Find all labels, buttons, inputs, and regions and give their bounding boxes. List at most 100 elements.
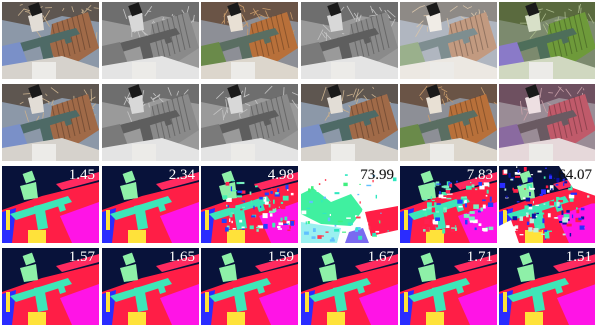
flow-noise: [239, 219, 243, 223]
flow-noise: [523, 166, 527, 172]
panel-graphic: [400, 166, 497, 243]
flow-noise: [469, 220, 476, 223]
flow-noise: [477, 210, 482, 213]
flow-noise: [483, 229, 488, 232]
photo-twig: [372, 86, 375, 90]
flow-noise: [466, 185, 472, 190]
photo-grass: [400, 124, 426, 150]
flow-chair-top: [122, 170, 136, 184]
flow-chair-top: [321, 252, 335, 266]
photo-crate: [148, 12, 199, 68]
flow-noise: [543, 203, 546, 205]
photo-twig: [466, 6, 473, 10]
flow-noise: [262, 213, 268, 219]
photo-block: [529, 144, 553, 161]
flow-post: [6, 210, 10, 230]
photo-block: [430, 144, 454, 161]
flow-post: [503, 210, 507, 230]
flow-noise: [514, 172, 521, 175]
flow-noise: [435, 210, 439, 213]
flow-noise: [446, 193, 453, 195]
flow-ground-magenta: [458, 284, 497, 325]
flow-noise: [344, 174, 348, 176]
photo-crate: [347, 94, 398, 150]
flow-block: [525, 312, 543, 325]
photo-chair-top: [525, 2, 540, 17]
flow-noise: [259, 196, 263, 200]
flow-noise: [424, 212, 428, 217]
flow-noise: [464, 199, 467, 204]
flow-block: [227, 312, 245, 325]
photo-twig: [171, 13, 174, 17]
photo-plane-wing: [337, 118, 353, 144]
flow-noise: [562, 233, 566, 236]
flow-noise: [548, 175, 553, 179]
flow-noise: [516, 201, 520, 203]
flow-panel-r3-c3: 4.98: [201, 166, 298, 243]
photo-twig: [152, 93, 161, 101]
flow-noise: [287, 223, 290, 225]
flow-panel-r3-c2: 2.34: [102, 166, 199, 243]
flow-noise: [553, 217, 558, 219]
photo-crate-slat: [81, 13, 91, 49]
flow-noise: [431, 199, 435, 202]
flow-plane-wing: [531, 286, 545, 312]
photo-plane-tail: [361, 30, 371, 44]
flow-noise: [550, 188, 553, 191]
flow-plane-tail: [156, 280, 166, 294]
flow-crate-edge: [156, 254, 199, 272]
photo-crate-slat: [176, 14, 186, 51]
flow-noise: [307, 221, 310, 224]
flow-noise: [424, 219, 430, 224]
flow-noise: [447, 209, 451, 212]
flow-noise: [587, 195, 590, 198]
photo-plane-wing: [337, 36, 353, 62]
flow-noise: [435, 181, 440, 186]
photo-twig: [355, 12, 359, 22]
flow-block: [128, 230, 146, 243]
flow-noise: [436, 203, 441, 205]
flow-plane-tail: [355, 280, 365, 294]
photo-crate-slat: [449, 105, 459, 143]
flow-noise: [379, 220, 381, 224]
photo-twig: [540, 13, 547, 22]
flow-block: [227, 230, 245, 243]
panel-graphic: [301, 166, 398, 243]
flow-noise: [569, 233, 572, 237]
flow-noise: [372, 235, 377, 237]
flow-noise: [225, 227, 229, 232]
photo-twig: [50, 87, 59, 94]
photo-plane-tail: [62, 112, 72, 126]
panel-graphic: [499, 84, 595, 161]
flow-chair: [20, 264, 38, 282]
flow-noise: [231, 180, 236, 182]
flow-noise: [525, 197, 531, 202]
flow-noise: [263, 196, 267, 202]
flow-noise: [290, 192, 294, 196]
flow-post: [6, 292, 10, 312]
flow-noise: [278, 222, 284, 226]
flow-chair: [517, 264, 535, 282]
flow-noise: [422, 209, 427, 211]
error-score-label: 64.07: [558, 167, 592, 183]
flow-panel-r4-c3: 1.59: [201, 248, 298, 325]
image-panel-r1-c5: [400, 2, 497, 79]
flow-chair-top: [420, 170, 434, 184]
photo-twig: [249, 9, 259, 15]
flow-noise: [269, 200, 271, 204]
photo-plane-wing: [535, 118, 551, 144]
flow-noise: [310, 186, 314, 190]
flow-noise: [287, 188, 289, 191]
photo-crate-slat: [151, 23, 161, 61]
flow-noise: [515, 228, 522, 231]
flow-noise: [423, 229, 426, 232]
photo-twig: [568, 8, 572, 12]
flow-noise: [226, 204, 228, 207]
panel-graphic: [400, 84, 497, 161]
photo-chair-back: [227, 94, 243, 114]
flow-noise: [249, 191, 252, 195]
photo-twig: [541, 100, 547, 113]
photo-plane-wing: [436, 36, 452, 62]
photo-twig: [24, 10, 29, 13]
flow-noise: [532, 200, 534, 204]
